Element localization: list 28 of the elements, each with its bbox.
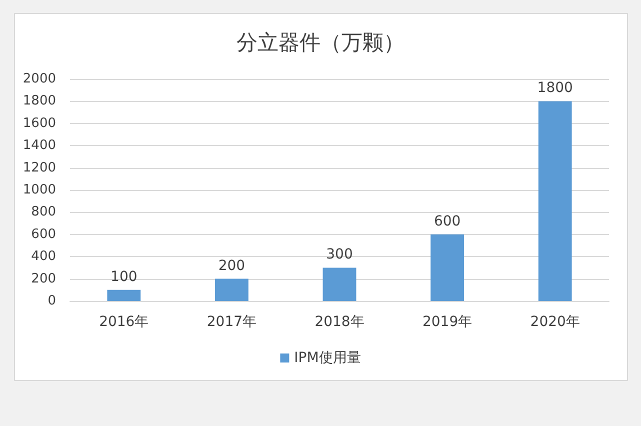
- y-tick-label: 600: [31, 226, 56, 242]
- x-tick-label: 2019年: [422, 314, 472, 330]
- bar: [214, 278, 248, 301]
- y-tick-label: 400: [31, 249, 56, 264]
- y-tick-label: 1000: [22, 182, 56, 198]
- data-label: 300: [326, 246, 353, 263]
- y-tick-label: 2000: [22, 72, 56, 86]
- x-tick-label: 2020年: [530, 314, 580, 330]
- legend-label: IPM使用量: [294, 350, 361, 366]
- data-label: 100: [110, 268, 138, 285]
- x-tick-label: 2017年: [206, 314, 257, 330]
- data-label: 1800: [537, 80, 573, 96]
- bar: [538, 101, 572, 301]
- bar: [430, 234, 464, 301]
- y-tick-label: 0: [48, 294, 56, 308]
- y-tick-label: 200: [31, 271, 56, 286]
- bar: [107, 290, 141, 301]
- data-label: 600: [434, 213, 461, 230]
- x-tick-label: 2016年: [99, 314, 149, 330]
- y-tick-label: 1600: [22, 116, 56, 131]
- y-tick-label: 800: [31, 204, 56, 220]
- y-tick-label: 1800: [22, 94, 56, 109]
- x-tick-label: 2018年: [314, 314, 364, 330]
- chart-title: 分立器件（万颗）: [236, 30, 404, 54]
- data-label: 200: [218, 258, 246, 274]
- bar: [322, 268, 356, 301]
- y-tick-label: 1400: [22, 138, 56, 154]
- y-tick-label: 1200: [22, 160, 56, 176]
